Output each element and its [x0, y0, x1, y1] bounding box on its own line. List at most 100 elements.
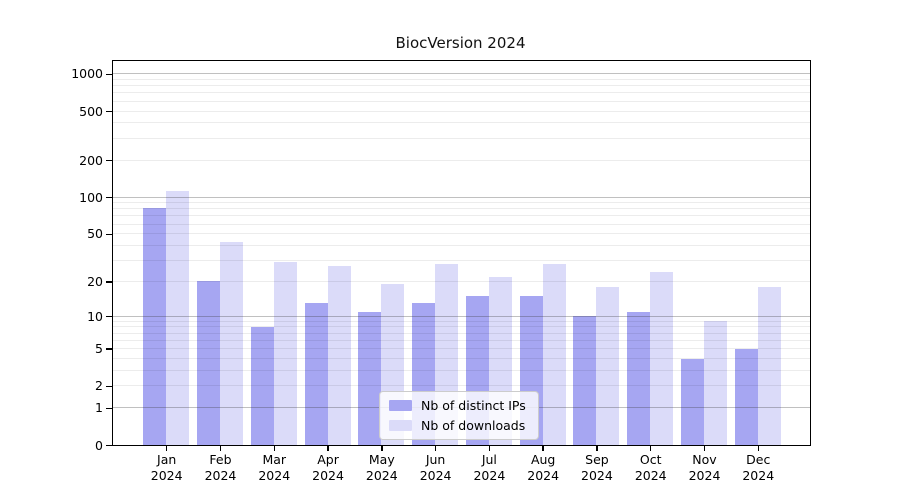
month-label: Mar — [262, 452, 287, 467]
gridline-minor — [113, 137, 810, 139]
x-tick — [327, 445, 329, 451]
chart-title: BiocVersion 2024 — [395, 34, 526, 52]
gridline-minor — [113, 280, 810, 282]
bar-distinct-ips-oct — [627, 311, 651, 445]
x-tick — [381, 445, 383, 451]
bar-downloads-dec — [757, 286, 781, 445]
gridline-major — [113, 315, 810, 317]
y-tick — [106, 385, 112, 388]
bar-downloads-apr — [327, 265, 351, 445]
y-tick-label: 1000 — [71, 66, 103, 82]
month-label: Sep — [585, 452, 609, 467]
bar-distinct-ips-apr — [304, 303, 328, 445]
x-tick-label-mar: Mar 2024 — [242, 452, 306, 483]
bar-distinct-ips-mar — [250, 326, 274, 445]
bar-downloads-sep — [596, 286, 620, 445]
x-tick — [165, 445, 168, 451]
gridline-minor — [113, 339, 810, 341]
month-label: Jan — [157, 452, 177, 467]
gridline-minor — [113, 348, 810, 350]
gridline-minor — [113, 100, 810, 102]
gridline-minor — [113, 260, 810, 262]
gridline-minor — [113, 208, 810, 210]
plot-area — [112, 60, 811, 446]
x-tick-label-jul: Jul 2024 — [457, 452, 521, 483]
x-tick-label-feb: Feb 2024 — [188, 452, 252, 483]
x-tick — [219, 445, 222, 451]
bar-downloads-oct — [650, 272, 674, 445]
y-tick-label: 50 — [87, 226, 103, 242]
legend-item-downloads: Nb of downloads — [389, 417, 526, 434]
month-label: Apr — [317, 452, 339, 467]
x-tick-label-jan: Jan 2024 — [135, 452, 199, 483]
x-tick — [434, 445, 437, 451]
x-tick — [488, 445, 491, 451]
grid-layer — [113, 61, 810, 445]
y-tick-label: 200 — [79, 152, 103, 168]
year-label: 2024 — [365, 467, 398, 483]
month-label: Oct — [639, 452, 662, 467]
y-tick-label: 1 — [95, 400, 103, 416]
gridline-minor — [113, 85, 810, 87]
gridline-major — [113, 196, 810, 198]
y-tick-label: 100 — [79, 189, 103, 205]
bar-distinct-ips-dec — [734, 348, 758, 445]
y-tick-label: 500 — [79, 103, 103, 119]
y-tick — [106, 407, 112, 409]
x-tick — [703, 445, 706, 451]
legend-label-distinct-ips: Nb of distinct IPs — [421, 398, 526, 413]
y-tick — [106, 233, 112, 236]
year-label: 2024 — [258, 467, 291, 483]
bar-distinct-ips-may — [358, 311, 382, 445]
year-label: 2024 — [742, 467, 775, 483]
y-tick-label: 0 — [95, 437, 103, 453]
y-tick — [106, 281, 112, 283]
gridline-minor — [113, 223, 810, 225]
y-tick — [106, 196, 112, 199]
x-tick-label-aug: Aug 2024 — [511, 452, 575, 483]
y-tick — [106, 73, 112, 76]
gridline-minor — [113, 79, 810, 80]
legend-item-distinct-ips: Nb of distinct IPs — [389, 397, 526, 414]
x-tick — [273, 445, 275, 451]
year-label: 2024 — [204, 467, 237, 483]
y-tick-label: 2 — [95, 378, 103, 394]
legend-label-downloads: Nb of downloads — [421, 418, 526, 433]
x-tick-label-nov: Nov 2024 — [673, 452, 737, 483]
bar-distinct-ips-nov — [681, 358, 704, 445]
year-label: 2024 — [150, 467, 183, 483]
gridline-minor — [113, 92, 810, 94]
x-tick — [596, 445, 598, 451]
gridline-minor — [113, 110, 810, 112]
bar-downloads-jan — [166, 190, 190, 445]
x-tick — [649, 445, 652, 451]
gridline-minor — [113, 215, 810, 217]
x-tick-label-apr: Apr 2024 — [296, 452, 360, 483]
legend-swatch-downloads — [389, 420, 412, 431]
x-tick — [542, 445, 544, 451]
gridline-minor — [113, 326, 810, 328]
x-tick-label-dec: Dec 2024 — [726, 452, 790, 483]
x-tick-label-sep: Sep 2024 — [565, 452, 629, 483]
year-label: 2024 — [688, 467, 721, 483]
legend-swatch-distinct-ips — [389, 400, 412, 411]
x-tick-label-jun: Jun 2024 — [404, 452, 468, 483]
y-tick — [106, 110, 112, 113]
year-label: 2024 — [473, 467, 506, 483]
bar-distinct-ips-sep — [573, 316, 597, 445]
month-label: Aug — [530, 452, 556, 467]
y-tick-label: 10 — [87, 308, 103, 324]
month-label: May — [368, 452, 395, 467]
year-label: 2024 — [419, 467, 452, 483]
gridline-minor — [113, 202, 810, 204]
gridline-major — [113, 73, 810, 75]
year-label: 2024 — [634, 467, 667, 483]
bar-distinct-ips-feb — [196, 281, 220, 445]
x-tick-label-oct: Oct 2024 — [619, 452, 683, 483]
x-tick — [757, 445, 760, 451]
month-label: Feb — [209, 452, 232, 467]
gridline-minor — [113, 385, 810, 387]
gridline-minor — [113, 233, 810, 235]
bar-downloads-nov — [704, 321, 727, 445]
